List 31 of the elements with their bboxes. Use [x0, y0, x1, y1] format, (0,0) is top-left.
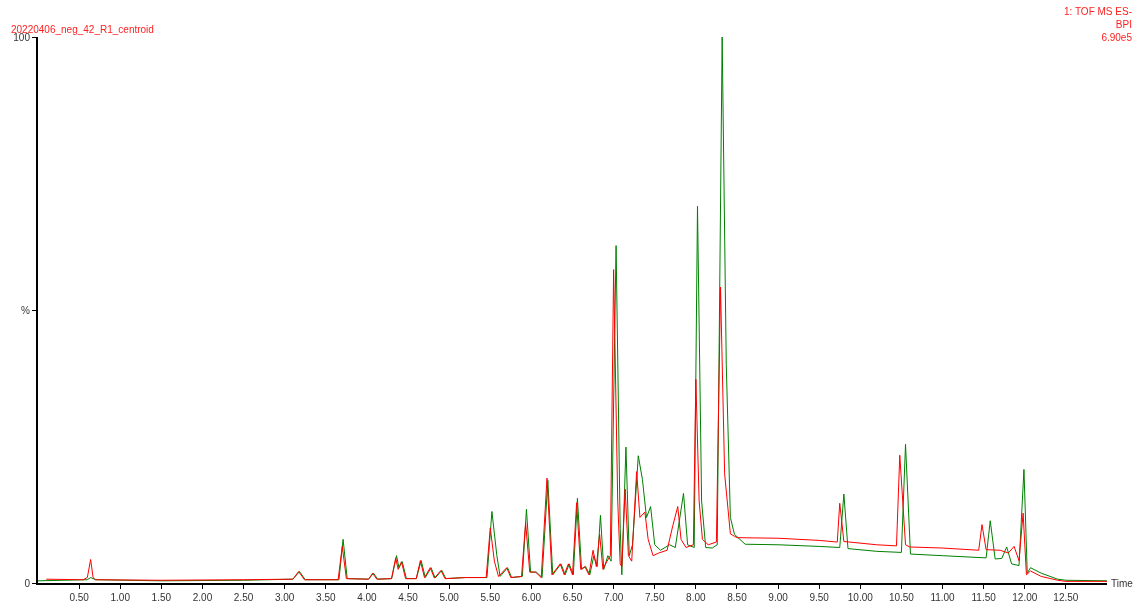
- x-tick-label: 7.50: [645, 592, 665, 603]
- x-tick-label: 1.00: [110, 592, 131, 603]
- x-tick-label: 9.50: [809, 592, 830, 603]
- x-axis-title: Time: [1111, 578, 1134, 589]
- x-tick-label: 12.50: [1053, 592, 1079, 603]
- x-tick-label: 6.50: [562, 592, 583, 603]
- x-tick-label: 7.00: [603, 592, 624, 603]
- x-tick-label: 3.00: [274, 592, 295, 603]
- y-tick-label: %: [21, 304, 31, 316]
- x-tick-label: 0.50: [69, 592, 90, 603]
- x-tick-label: 8.00: [686, 592, 707, 603]
- x-tick-label: 11.50: [971, 592, 997, 603]
- x-tick-label: 2.00: [192, 592, 213, 603]
- line-series: [45, 269, 1107, 582]
- annotation: 1: TOF MS ES- BPI 6.90e5: [1064, 6, 1133, 43]
- x-tick-label: 5.00: [439, 592, 460, 603]
- x-tick-label: 11.00: [930, 592, 956, 603]
- x-tick-label: 5.50: [480, 592, 501, 603]
- x-tick-label: 4.00: [357, 592, 378, 603]
- chart-title: 20220406_neg_42_R1_centroid: [11, 24, 154, 35]
- y-tick-label: 0: [24, 577, 31, 589]
- x-tick-label: 9.00: [768, 592, 789, 603]
- x-tick-label: 10.50: [888, 592, 915, 603]
- x-tick-label: 2.50: [233, 592, 254, 603]
- x-tick-label: 10.00: [847, 592, 874, 603]
- x-tick-label: 3.50: [316, 592, 336, 603]
- x-tick-label: 1.50: [151, 592, 172, 603]
- x-tick-label: 6.00: [521, 592, 542, 603]
- x-tick-label: 4.50: [398, 592, 419, 603]
- x-tick-label: 12.00: [1012, 592, 1038, 603]
- x-tick-label: 8.50: [727, 592, 748, 603]
